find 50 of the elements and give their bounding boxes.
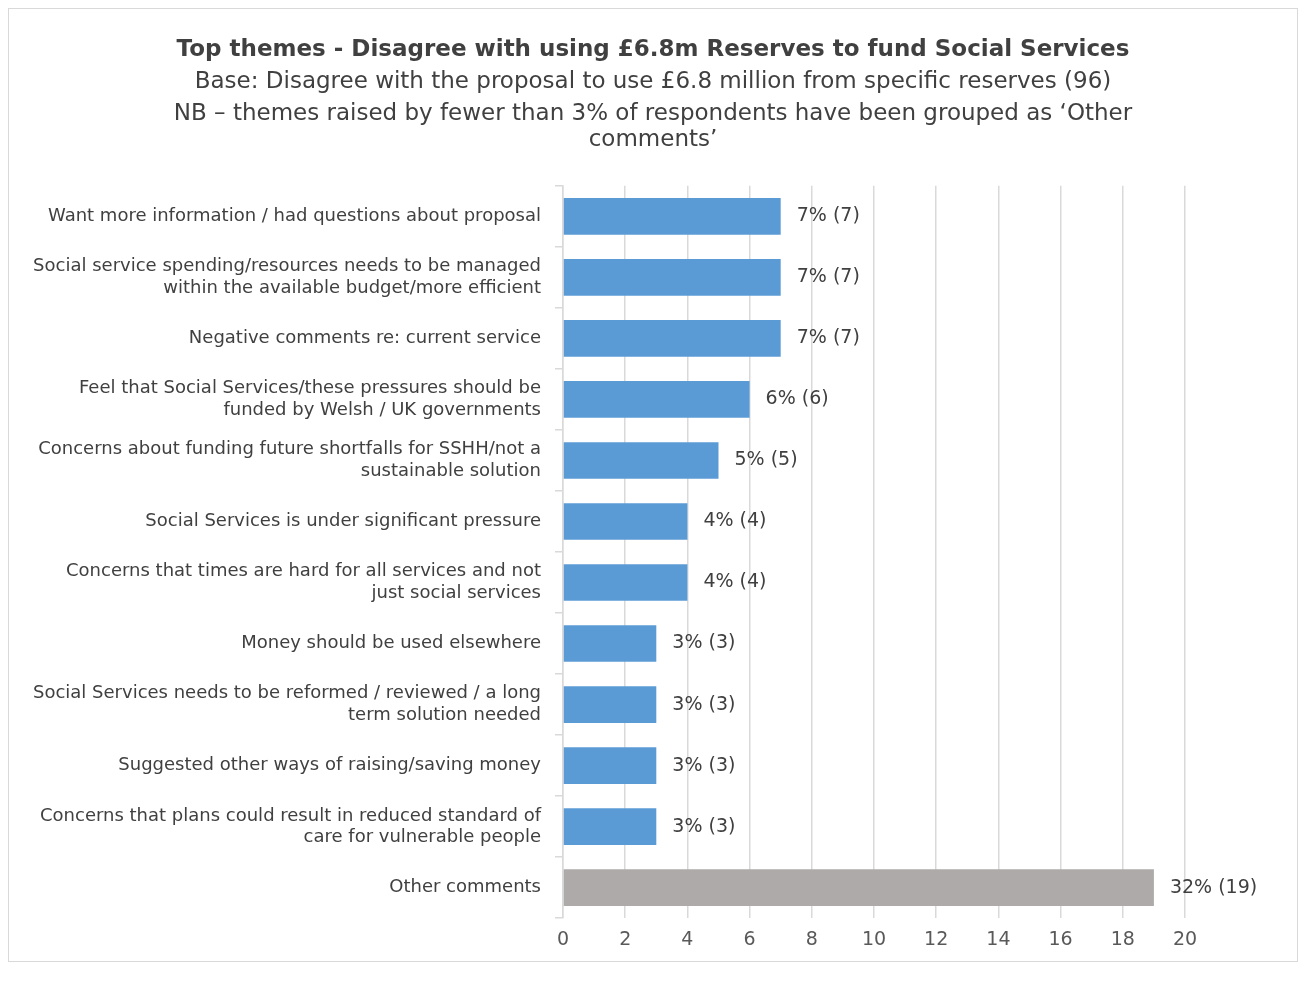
data-label: 32% (19) — [1169, 874, 1258, 897]
data-label: 4% (4) — [703, 569, 767, 592]
y-tick-label: Money should be used elsewhere — [241, 631, 541, 653]
x-tick-label: 16 — [1048, 926, 1073, 949]
x-tick-label: 10 — [861, 926, 887, 949]
bar — [563, 320, 781, 357]
bar — [563, 381, 750, 418]
bar — [563, 442, 719, 479]
data-label: 6% (6) — [765, 386, 829, 409]
data-label: 7% (7) — [796, 203, 860, 226]
y-tick-label: Social Services needs to be reformed / reviewed / a long term solution needed — [33, 681, 541, 725]
y-tick-label: Want more information / had questions about proposal — [47, 203, 541, 225]
text: NB – themes raised by fewer than 3% of respondents have been grouped as ‘Other comments’ — [172, 99, 1134, 151]
chart-title: Top themes - Disagree with using £6.8m Reserves to fund Social Services — [175, 35, 1131, 61]
bar — [563, 625, 657, 662]
x-tick-label: 8 — [805, 926, 818, 949]
data-label: 3% (3) — [672, 630, 736, 653]
x-tick-label: 12 — [924, 926, 949, 949]
bar — [563, 869, 1154, 906]
y-tick-label: Social service spending/resources needs to be managed within the available budget/more efficient — [33, 254, 541, 297]
data-label: 3% (3) — [672, 752, 736, 775]
bar — [563, 564, 688, 601]
data-label: 5% (5) — [734, 447, 798, 470]
y-tick-label: Social Services is under significant pressure — [145, 509, 541, 531]
x-tick-label: 0 — [556, 926, 570, 949]
x-tick-label: 2 — [619, 926, 632, 949]
y-tick-label: Suggested other ways of raising/saving money — [118, 753, 542, 775]
data-label: 7% (7) — [796, 264, 860, 287]
data-label: 4% (4) — [703, 508, 767, 531]
y-tick-label: Other comments — [389, 875, 541, 897]
data-label: 7% (7) — [796, 325, 860, 348]
y-tick-label: Concerns about funding future shortfalls for SSHH/not a sustainable solution — [38, 437, 541, 480]
bar — [563, 747, 657, 784]
x-tick-label: 14 — [986, 926, 1011, 949]
y-tick-label: Concerns that plans could result in reduced standard of care for vulnerable people — [40, 803, 542, 847]
y-tick-label: Concerns that times are hard for all services and not just social services — [66, 559, 541, 602]
x-tick-label: 6 — [743, 926, 756, 949]
bar — [563, 198, 781, 235]
y-tick-label: Negative comments re: current service — [188, 326, 541, 348]
data-label: 3% (3) — [672, 813, 736, 836]
y-tick-label: Feel that Social Services/these pressures should be funded by Welsh / UK governments — [79, 376, 541, 419]
x-tick-label: 18 — [1110, 926, 1135, 949]
data-label: 3% (3) — [672, 691, 736, 714]
bar — [563, 259, 781, 296]
chart-subtitle: Base: Disagree with the proposal to use £6.8 million from specific reserves (96) — [193, 67, 1113, 93]
x-tick-label: 4 — [681, 926, 694, 949]
bar — [563, 808, 657, 845]
bar — [563, 503, 688, 540]
bar — [563, 686, 657, 723]
x-tick-label: 20 — [1172, 926, 1198, 949]
